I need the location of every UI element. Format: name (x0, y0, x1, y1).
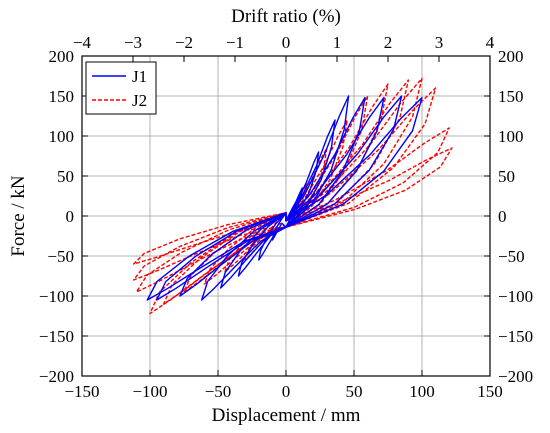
x-tick-label: −50 (205, 382, 232, 401)
y-tick-label-right: −50 (498, 247, 525, 266)
series-j2 (133, 77, 453, 315)
x-tick-label: −100 (132, 382, 167, 401)
series-layer (133, 77, 453, 315)
x-tick-label: −150 (64, 382, 99, 401)
x-tick-label: 100 (409, 382, 435, 401)
top-x-tick-label: −3 (124, 33, 142, 52)
top-x-tick-label: 1 (333, 33, 342, 52)
loop-j2 (264, 183, 308, 241)
y-tick-label-left: 0 (66, 207, 75, 226)
top-x-tick-label: 2 (384, 33, 393, 52)
legend-box (85, 61, 157, 115)
y-tick-label-left: 200 (49, 47, 75, 66)
x-axis-title: Displacement / mm (212, 405, 361, 426)
top-x-tick-label: 4 (486, 33, 495, 52)
y-tick-label-right: 0 (498, 207, 507, 226)
loop-j1 (271, 187, 303, 241)
top-x-axis-title: Drift ratio (%) (231, 6, 341, 27)
y-tick-label-right: 200 (498, 47, 524, 66)
legend-label-j2: J2 (132, 91, 147, 110)
y-tick-label-left: −200 (39, 367, 74, 386)
y-tick-label-left: 100 (49, 127, 75, 146)
top-x-tick-label: 3 (435, 33, 444, 52)
loop-j2 (133, 127, 450, 281)
legend-label-j1: J1 (132, 67, 147, 86)
loop-j2 (149, 77, 423, 315)
top-x-tick-label: −2 (175, 33, 193, 52)
y-tick-label-left: 150 (49, 87, 75, 106)
y-tick-label-right: 150 (498, 87, 524, 106)
loop-j1 (146, 96, 423, 301)
x-tick-label: 150 (477, 382, 503, 401)
top-x-tick-label: −1 (226, 33, 244, 52)
y-tick-label-left: 50 (57, 167, 74, 186)
y-tick-label-right: −100 (498, 287, 533, 306)
y-tick-label-left: −50 (47, 247, 74, 266)
series-j1 (146, 95, 423, 301)
top-x-tick-label: 0 (282, 33, 291, 52)
y-tick-label-right: 100 (498, 127, 524, 146)
x-tick-label: 0 (282, 382, 291, 401)
y-tick-label-left: −150 (39, 327, 74, 346)
x-tick-label: 50 (346, 382, 363, 401)
y-axis-title: Force / kN (8, 175, 29, 257)
y-tick-label-right: 50 (498, 167, 515, 186)
loop-j1 (156, 95, 403, 301)
loop-j2 (133, 147, 453, 265)
y-tick-label-right: −200 (498, 367, 533, 386)
legend: J1 J2 (85, 61, 157, 115)
y-tick-label-right: −150 (498, 327, 533, 346)
ticks (81, 55, 491, 377)
y-tick-label-left: −100 (39, 287, 74, 306)
tick-labels: −150 −100 −50 0 50 100 150−200 −200−150 −150−100… (39, 33, 533, 401)
top-x-tick-label: −4 (73, 33, 92, 52)
